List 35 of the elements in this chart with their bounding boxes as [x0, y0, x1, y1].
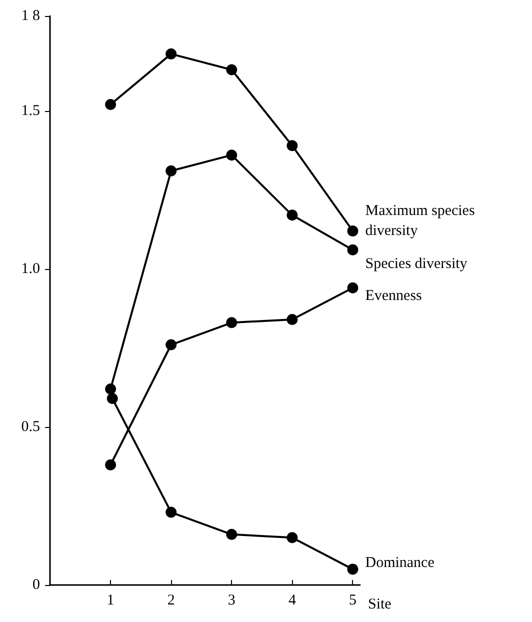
point: [286, 210, 298, 221]
point: [166, 48, 177, 60]
y-tick-label: 1 8: [21, 8, 40, 24]
x-tick-label: 4: [288, 592, 296, 608]
series-label: Maximum species diversity: [365, 202, 479, 239]
point: [286, 532, 298, 544]
point: [166, 339, 177, 350]
x-tick-label: 2: [167, 592, 175, 608]
point: [347, 225, 358, 236]
point: [105, 459, 116, 470]
point: [106, 392, 118, 404]
point: [226, 64, 238, 76]
x-tick-label: 1: [106, 592, 114, 608]
point: [286, 140, 298, 152]
point: [226, 528, 238, 540]
point: [105, 99, 116, 110]
x-tick-label: 5: [348, 592, 356, 608]
y-tick-label: 1.5: [21, 102, 40, 119]
point: [347, 244, 358, 256]
point: [226, 150, 238, 161]
point: [166, 165, 177, 176]
y-tick-label: 0: [32, 577, 40, 593]
point: [166, 506, 177, 518]
series-label: Evenness: [365, 288, 422, 304]
point: [286, 314, 298, 325]
x-axis-title: Site: [368, 596, 392, 612]
series-label: Species diversity: [365, 256, 468, 272]
point: [347, 564, 358, 575]
series-label: Dominance: [365, 555, 435, 572]
y-tick-label: 1.0: [21, 260, 40, 277]
point: [226, 317, 238, 328]
y-tick-label: 0.5: [21, 418, 40, 435]
x-tick-label: 3: [228, 592, 236, 608]
point: [105, 384, 116, 395]
point: [347, 282, 358, 294]
